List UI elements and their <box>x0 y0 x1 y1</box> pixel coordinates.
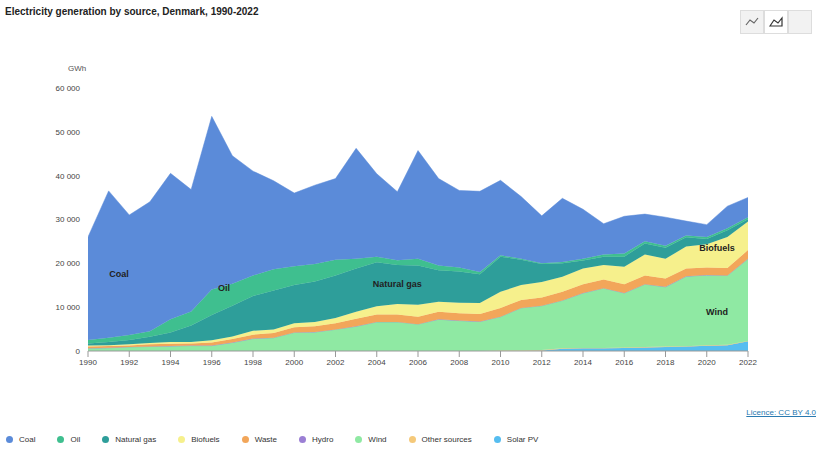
svg-text:2014: 2014 <box>574 358 592 367</box>
html-text:Other sources: Other sources <box>421 435 472 444</box>
html-text:Hydro: Hydro <box>312 435 334 444</box>
svg-text:1992: 1992 <box>120 358 138 367</box>
svg-text:2000: 2000 <box>285 358 303 367</box>
html-text:Coal: Coal <box>19 435 36 444</box>
svg-text:Wind: Wind <box>706 307 728 317</box>
html-text:Wind: Wind <box>368 435 387 444</box>
html-text:Electricity generation by sour: Electricity generation by source, Denmar… <box>5 6 259 17</box>
svg-text:2020: 2020 <box>698 358 716 367</box>
svg-text:Oil: Oil <box>218 283 230 293</box>
html-text:Biofuels: Biofuels <box>191 435 220 444</box>
svg-text:Natural gas: Natural gas <box>373 279 422 289</box>
svg-text:20 000: 20 000 <box>56 259 81 268</box>
svg-text:0: 0 <box>76 347 81 356</box>
svg-text:2006: 2006 <box>409 358 427 367</box>
svg-text:30 000: 30 000 <box>56 215 81 224</box>
svg-text:40 000: 40 000 <box>56 172 81 181</box>
html-text:Oil: Oil <box>70 435 81 444</box>
svg-text:1996: 1996 <box>203 358 221 367</box>
svg-text:50 000: 50 000 <box>56 128 81 137</box>
svg-text:2022: 2022 <box>739 358 757 367</box>
html-text:Licence: CC BY 4.0: Licence: CC BY 4.0 <box>746 408 816 417</box>
html-text:GWh: GWh <box>68 64 87 73</box>
svg-text:1998: 1998 <box>244 358 262 367</box>
svg-text:10 000: 10 000 <box>56 303 81 312</box>
html-text:Solar PV: Solar PV <box>506 435 539 444</box>
html-text:Waste: Waste <box>254 435 277 444</box>
svg-text:Coal: Coal <box>109 269 129 279</box>
svg-text:60 000: 60 000 <box>56 84 81 93</box>
svg-text:2008: 2008 <box>450 358 468 367</box>
svg-text:2004: 2004 <box>368 358 386 367</box>
html-text:Natural gas: Natural gas <box>115 435 157 444</box>
svg-text:2002: 2002 <box>327 358 345 367</box>
svg-text:1990: 1990 <box>79 358 97 367</box>
svg-text:2016: 2016 <box>615 358 633 367</box>
svg-text:1994: 1994 <box>162 358 180 367</box>
svg-text:2010: 2010 <box>492 358 510 367</box>
svg-text:2012: 2012 <box>533 358 551 367</box>
svg-text:2018: 2018 <box>657 358 675 367</box>
svg-text:Biofuels: Biofuels <box>699 243 735 253</box>
